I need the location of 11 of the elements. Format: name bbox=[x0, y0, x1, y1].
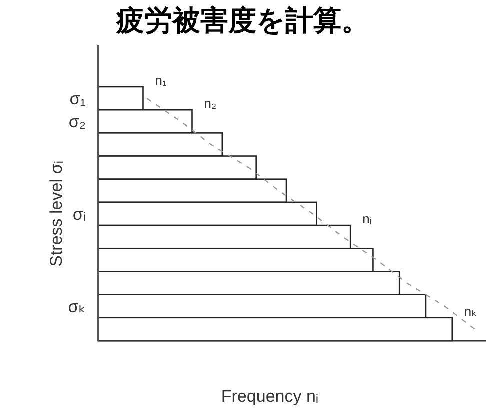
annotation: n₂ bbox=[204, 96, 217, 112]
chart-title: 疲労被害度を計算。 bbox=[116, 5, 370, 36]
y-tick-label: σ₂ bbox=[68, 112, 86, 132]
annotation: nᵢ bbox=[362, 212, 372, 227]
annotation: n₁ bbox=[155, 73, 168, 88]
y-axis-title: Stress level σᵢ bbox=[47, 161, 66, 267]
annotation: nₖ bbox=[464, 304, 478, 319]
y-tick-label: σᵢ bbox=[72, 205, 86, 224]
y-tick-label: σₖ bbox=[68, 297, 86, 316]
x-axis-title: Frequency nᵢ bbox=[221, 387, 319, 406]
y-tick-label: σ₁ bbox=[70, 90, 86, 109]
